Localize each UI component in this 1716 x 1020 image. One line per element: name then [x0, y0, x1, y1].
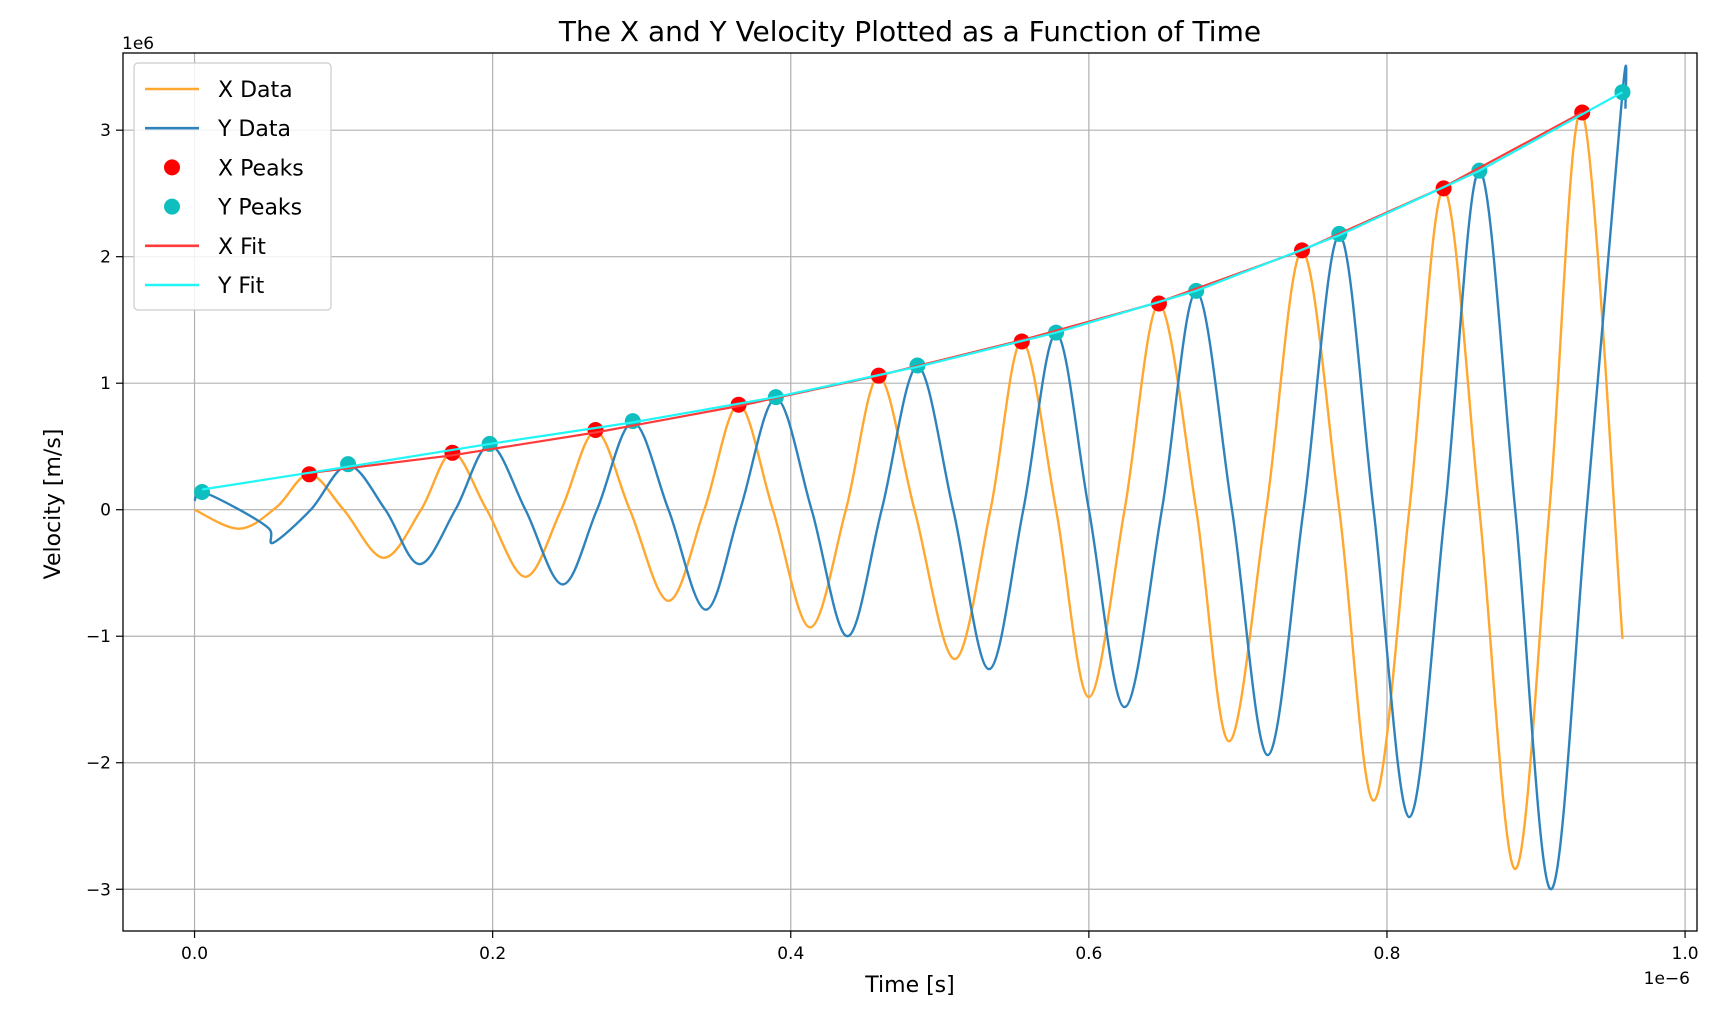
- x-peaks-point: [587, 422, 604, 439]
- y-tick-label: 0: [100, 501, 111, 521]
- x-axis-scale-label: 1e−6: [1644, 969, 1690, 989]
- legend-label: Y Fit: [217, 274, 265, 299]
- x-peaks-point: [301, 466, 318, 483]
- y-axis-label: Velocity [m/s]: [41, 429, 66, 580]
- legend-label: Y Peaks: [217, 196, 302, 221]
- y-fit-line: [201, 91, 1624, 491]
- legend-label: X Data: [218, 78, 293, 103]
- chart-title: The X and Y Velocity Plotted as a Functi…: [558, 15, 1261, 48]
- x-axis-label: Time [s]: [864, 973, 954, 998]
- legend-label: Y Data: [217, 117, 291, 142]
- x-tick-label: 0.0: [181, 944, 208, 964]
- y-tick-label: −3: [86, 880, 111, 900]
- series-layer: [193, 64, 1631, 891]
- x-tick-label: 0.8: [1373, 944, 1400, 964]
- legend-marker: [164, 198, 180, 215]
- x-tick-label: 0.2: [479, 944, 506, 964]
- legend-label: X Peaks: [218, 156, 304, 181]
- y-tick-label: −2: [86, 754, 111, 774]
- x-fit-line: [309, 111, 1583, 475]
- grid-layer: [123, 53, 1697, 931]
- y-peaks-point: [193, 484, 210, 500]
- plot-frame: [122, 52, 1698, 932]
- legend: X Data Y Data X Peaks Y Peaks X Fit Y Fit: [133, 62, 332, 311]
- x-data-line: [193, 110, 1624, 871]
- y-axis-scale-label: 1e6: [122, 34, 154, 54]
- y-tick-label: 2: [100, 248, 111, 268]
- x-peaks-point: [1150, 295, 1167, 312]
- legend-marker: [164, 159, 180, 176]
- x-peaks-point: [444, 444, 461, 461]
- tick-layer: 0.0 0.2 0.4 0.6 0.8 1.0 −3 −2 −1 0 1 2 3: [86, 121, 1699, 964]
- x-tick-label: 0.6: [1075, 944, 1102, 964]
- y-tick-label: −1: [86, 627, 111, 647]
- x-tick-label: 1.0: [1672, 944, 1699, 964]
- y-tick-label: 1: [100, 374, 111, 394]
- x-tick-label: 0.4: [777, 944, 804, 964]
- legend-box: [133, 62, 332, 311]
- y-tick-label: 3: [100, 121, 111, 141]
- legend-label: X Fit: [218, 235, 266, 260]
